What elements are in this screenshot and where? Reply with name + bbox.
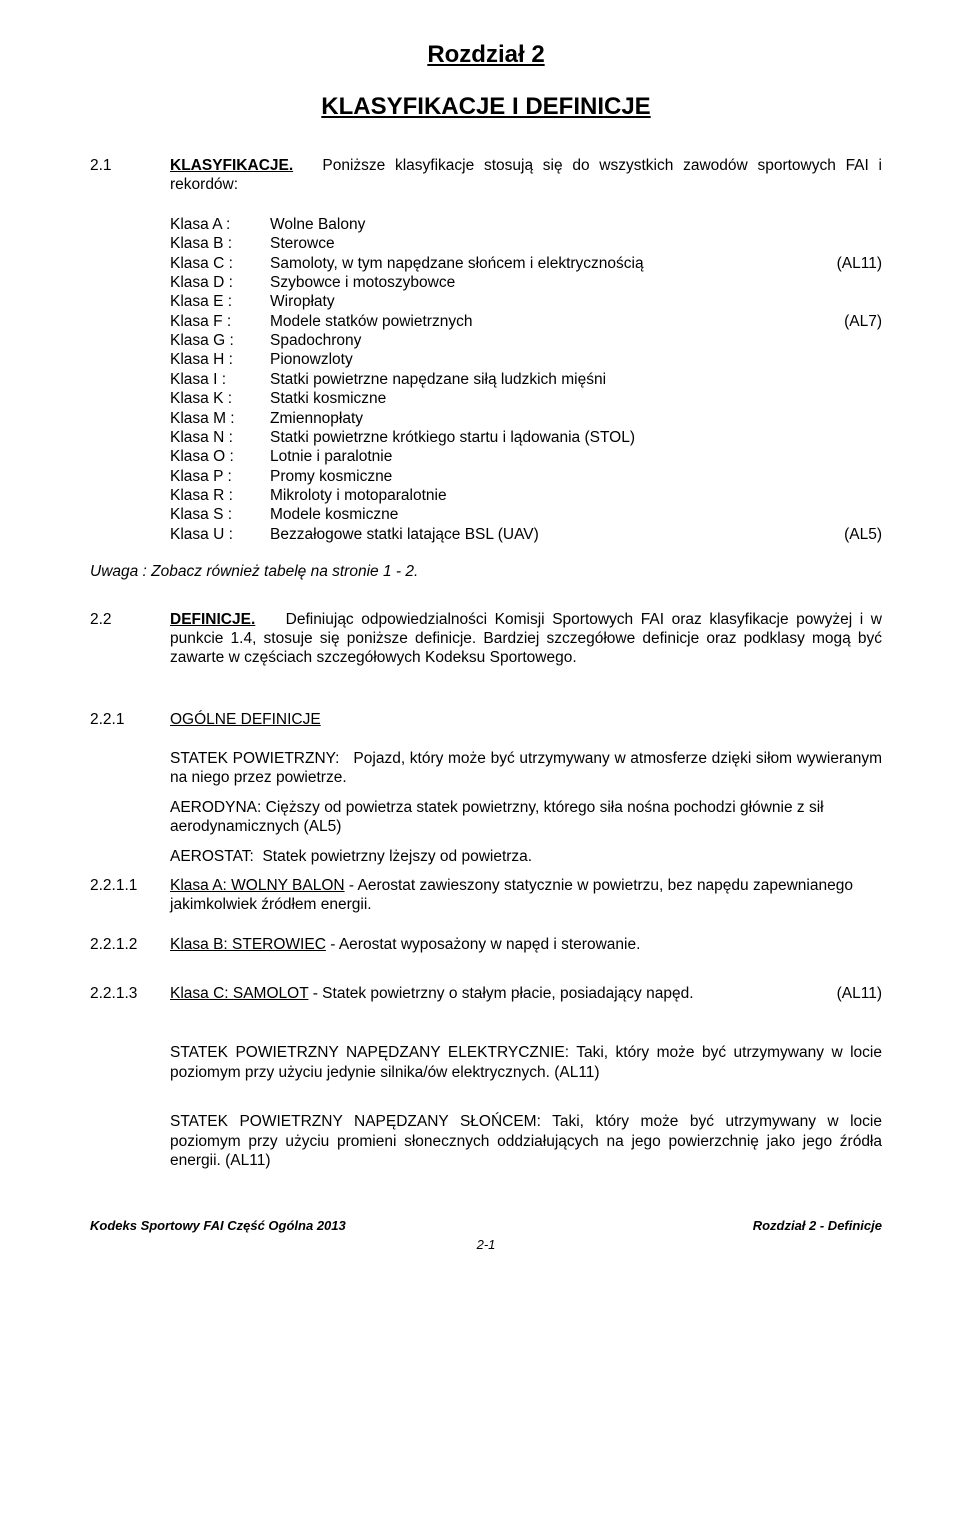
footer-right: Rozdział 2 - Definicje bbox=[753, 1218, 882, 1234]
section-label: KLASYFIKACJE. bbox=[170, 157, 293, 174]
def-label: AERODYNA: bbox=[170, 799, 261, 816]
class-desc: Mikroloty i motoparalotnie bbox=[270, 486, 822, 505]
class-label: Klasa I : bbox=[170, 370, 270, 389]
class-rest: - Statek powietrzny o stałym płacie, pos… bbox=[308, 985, 693, 1002]
note: Uwaga : Zobacz również tabelę na stronie… bbox=[90, 562, 882, 581]
class-row: Klasa A :Wolne Balony bbox=[170, 215, 882, 234]
class-label: Klasa F : bbox=[170, 312, 270, 331]
class-desc: Statki kosmiczne bbox=[270, 389, 822, 408]
section-body: KLASYFIKACJE. Poniższe klasyfikacje stos… bbox=[170, 156, 882, 195]
section-body: Klasa B: STEROWIEC - Aerostat wyposażony… bbox=[170, 935, 882, 954]
class-row: Klasa F :Modele statków powietrznych(AL7… bbox=[170, 312, 882, 331]
class-desc: Spadochrony bbox=[270, 331, 822, 350]
section-body: Klasa C: SAMOLOT - Statek powietrzny o s… bbox=[170, 984, 822, 1003]
chapter-title: Rozdział 2 bbox=[90, 40, 882, 70]
def-label: AEROSTAT: bbox=[170, 848, 254, 865]
class-desc: Zmiennopłaty bbox=[270, 409, 822, 428]
class-label: Klasa C : bbox=[170, 254, 270, 273]
class-row: Klasa U :Bezzałogowe statki latające BSL… bbox=[170, 525, 882, 544]
definition: STATEK POWIETRZNY NAPĘDZANY ELEKTRYCZNIE… bbox=[170, 1043, 882, 1082]
class-desc: Statki powietrzne napędzane siłą ludzkic… bbox=[270, 370, 822, 389]
class-desc: Samoloty, w tym napędzane słońcem i elek… bbox=[270, 254, 822, 273]
class-label: Klasa A : bbox=[170, 215, 270, 234]
class-desc: Statki powietrzne krótkiego startu i ląd… bbox=[270, 428, 822, 447]
class-link: Klasa B: STEROWIEC bbox=[170, 936, 326, 953]
class-row: Klasa N :Statki powietrzne krótkiego sta… bbox=[170, 428, 882, 447]
class-link: Klasa A: WOLNY BALON bbox=[170, 877, 345, 894]
def-label: STATEK POWIETRZNY: bbox=[170, 750, 339, 767]
class-desc: Bezzałogowe statki latające BSL (UAV) bbox=[270, 525, 822, 544]
section-number: 2.2.1.2 bbox=[90, 935, 170, 954]
def-label: STATEK POWIETRZNY NAPĘDZANY SŁOŃCEM: bbox=[170, 1113, 541, 1130]
note-rest: Zobacz również tabelę na stronie 1 - 2. bbox=[147, 563, 418, 580]
class-desc: Modele kosmiczne bbox=[270, 505, 822, 524]
class-link: Klasa C: SAMOLOT bbox=[170, 985, 308, 1002]
class-label: Klasa O : bbox=[170, 447, 270, 466]
class-row: Klasa S :Modele kosmiczne bbox=[170, 505, 882, 524]
class-rest: - Aerostat wyposażony w napęd i sterowan… bbox=[326, 936, 640, 953]
class-row: Klasa K :Statki kosmiczne bbox=[170, 389, 882, 408]
section-label: OGÓLNE DEFINICJE bbox=[170, 711, 321, 728]
class-desc: Lotnie i paralotnie bbox=[270, 447, 822, 466]
footer-left: Kodeks Sportowy FAI Część Ogólna 2013 bbox=[90, 1218, 346, 1234]
class-row: Klasa G :Spadochrony bbox=[170, 331, 882, 350]
definition: AERODYNA: Cięższy od powietrza statek po… bbox=[170, 798, 882, 837]
class-row: Klasa E :Wiropłaty bbox=[170, 292, 882, 311]
section-number: 2.2 bbox=[90, 610, 170, 668]
class-label: Klasa R : bbox=[170, 486, 270, 505]
class-label: Klasa U : bbox=[170, 525, 270, 544]
class-label: Klasa S : bbox=[170, 505, 270, 524]
definition: STATEK POWIETRZNY NAPĘDZANY SŁOŃCEM: Tak… bbox=[170, 1112, 882, 1170]
class-row: Klasa R :Mikroloty i motoparalotnie bbox=[170, 486, 882, 505]
class-desc: Modele statków powietrznych bbox=[270, 312, 822, 331]
note-lead: Uwaga : bbox=[90, 563, 147, 580]
section-body: Klasa A: WOLNY BALON - Aerostat zawieszo… bbox=[170, 876, 882, 915]
class-label: Klasa M : bbox=[170, 409, 270, 428]
footer: Kodeks Sportowy FAI Część Ogólna 2013 Ro… bbox=[90, 1218, 882, 1234]
def-text: Statek powietrzny lżejszy od powietrza. bbox=[262, 848, 532, 865]
definition: STATEK POWIETRZNY: Pojazd, który może by… bbox=[170, 749, 882, 788]
amendment-tag: (AL5) bbox=[822, 525, 882, 544]
section-body: OGÓLNE DEFINICJE bbox=[170, 710, 882, 729]
class-desc: Pionowzloty bbox=[270, 350, 822, 369]
class-label: Klasa E : bbox=[170, 292, 270, 311]
class-label: Klasa N : bbox=[170, 428, 270, 447]
class-label: Klasa K : bbox=[170, 389, 270, 408]
section-number: 2.2.1 bbox=[90, 710, 170, 729]
amendment-tag: (AL11) bbox=[822, 254, 882, 273]
amendment-tag: (AL11) bbox=[822, 984, 882, 1003]
class-table: Klasa A :Wolne BalonyKlasa B :SterowceKl… bbox=[170, 215, 882, 544]
class-label: Klasa G : bbox=[170, 331, 270, 350]
class-desc: Promy kosmiczne bbox=[270, 467, 822, 486]
class-row: Klasa O :Lotnie i paralotnie bbox=[170, 447, 882, 466]
class-row: Klasa I :Statki powietrzne napędzane sił… bbox=[170, 370, 882, 389]
class-row: Klasa H :Pionowzloty bbox=[170, 350, 882, 369]
section-text bbox=[303, 157, 322, 174]
class-row: Klasa C :Samoloty, w tym napędzane słońc… bbox=[170, 254, 882, 273]
footer-page-number: 2-1 bbox=[90, 1237, 882, 1253]
section-body: DEFINICJE. Definiując odpowiedzialności … bbox=[170, 610, 882, 668]
class-row: Klasa P :Promy kosmiczne bbox=[170, 467, 882, 486]
class-label: Klasa B : bbox=[170, 234, 270, 253]
class-desc: Szybowce i motoszybowce bbox=[270, 273, 822, 292]
class-row: Klasa B :Sterowce bbox=[170, 234, 882, 253]
chapter-subtitle: KLASYFIKACJE I DEFINICJE bbox=[90, 92, 882, 122]
def-text: Cięższy od powietrza statek powietrzny, … bbox=[170, 799, 824, 835]
section-number: 2.1 bbox=[90, 156, 170, 195]
class-desc: Wolne Balony bbox=[270, 215, 822, 234]
section-label: DEFINICJE. bbox=[170, 611, 255, 628]
class-label: Klasa P : bbox=[170, 467, 270, 486]
class-desc: Sterowce bbox=[270, 234, 822, 253]
section-number: 2.2.1.1 bbox=[90, 876, 170, 915]
def-label: STATEK POWIETRZNY NAPĘDZANY ELEKTRYCZNIE… bbox=[170, 1044, 569, 1061]
amendment-tag: (AL7) bbox=[822, 312, 882, 331]
class-row: Klasa D :Szybowce i motoszybowce bbox=[170, 273, 882, 292]
class-row: Klasa M :Zmiennopłaty bbox=[170, 409, 882, 428]
class-label: Klasa D : bbox=[170, 273, 270, 292]
class-desc: Wiropłaty bbox=[270, 292, 822, 311]
definition: AEROSTAT: Statek powietrzny lżejszy od p… bbox=[170, 847, 882, 866]
class-label: Klasa H : bbox=[170, 350, 270, 369]
section-number: 2.2.1.3 bbox=[90, 984, 170, 1003]
